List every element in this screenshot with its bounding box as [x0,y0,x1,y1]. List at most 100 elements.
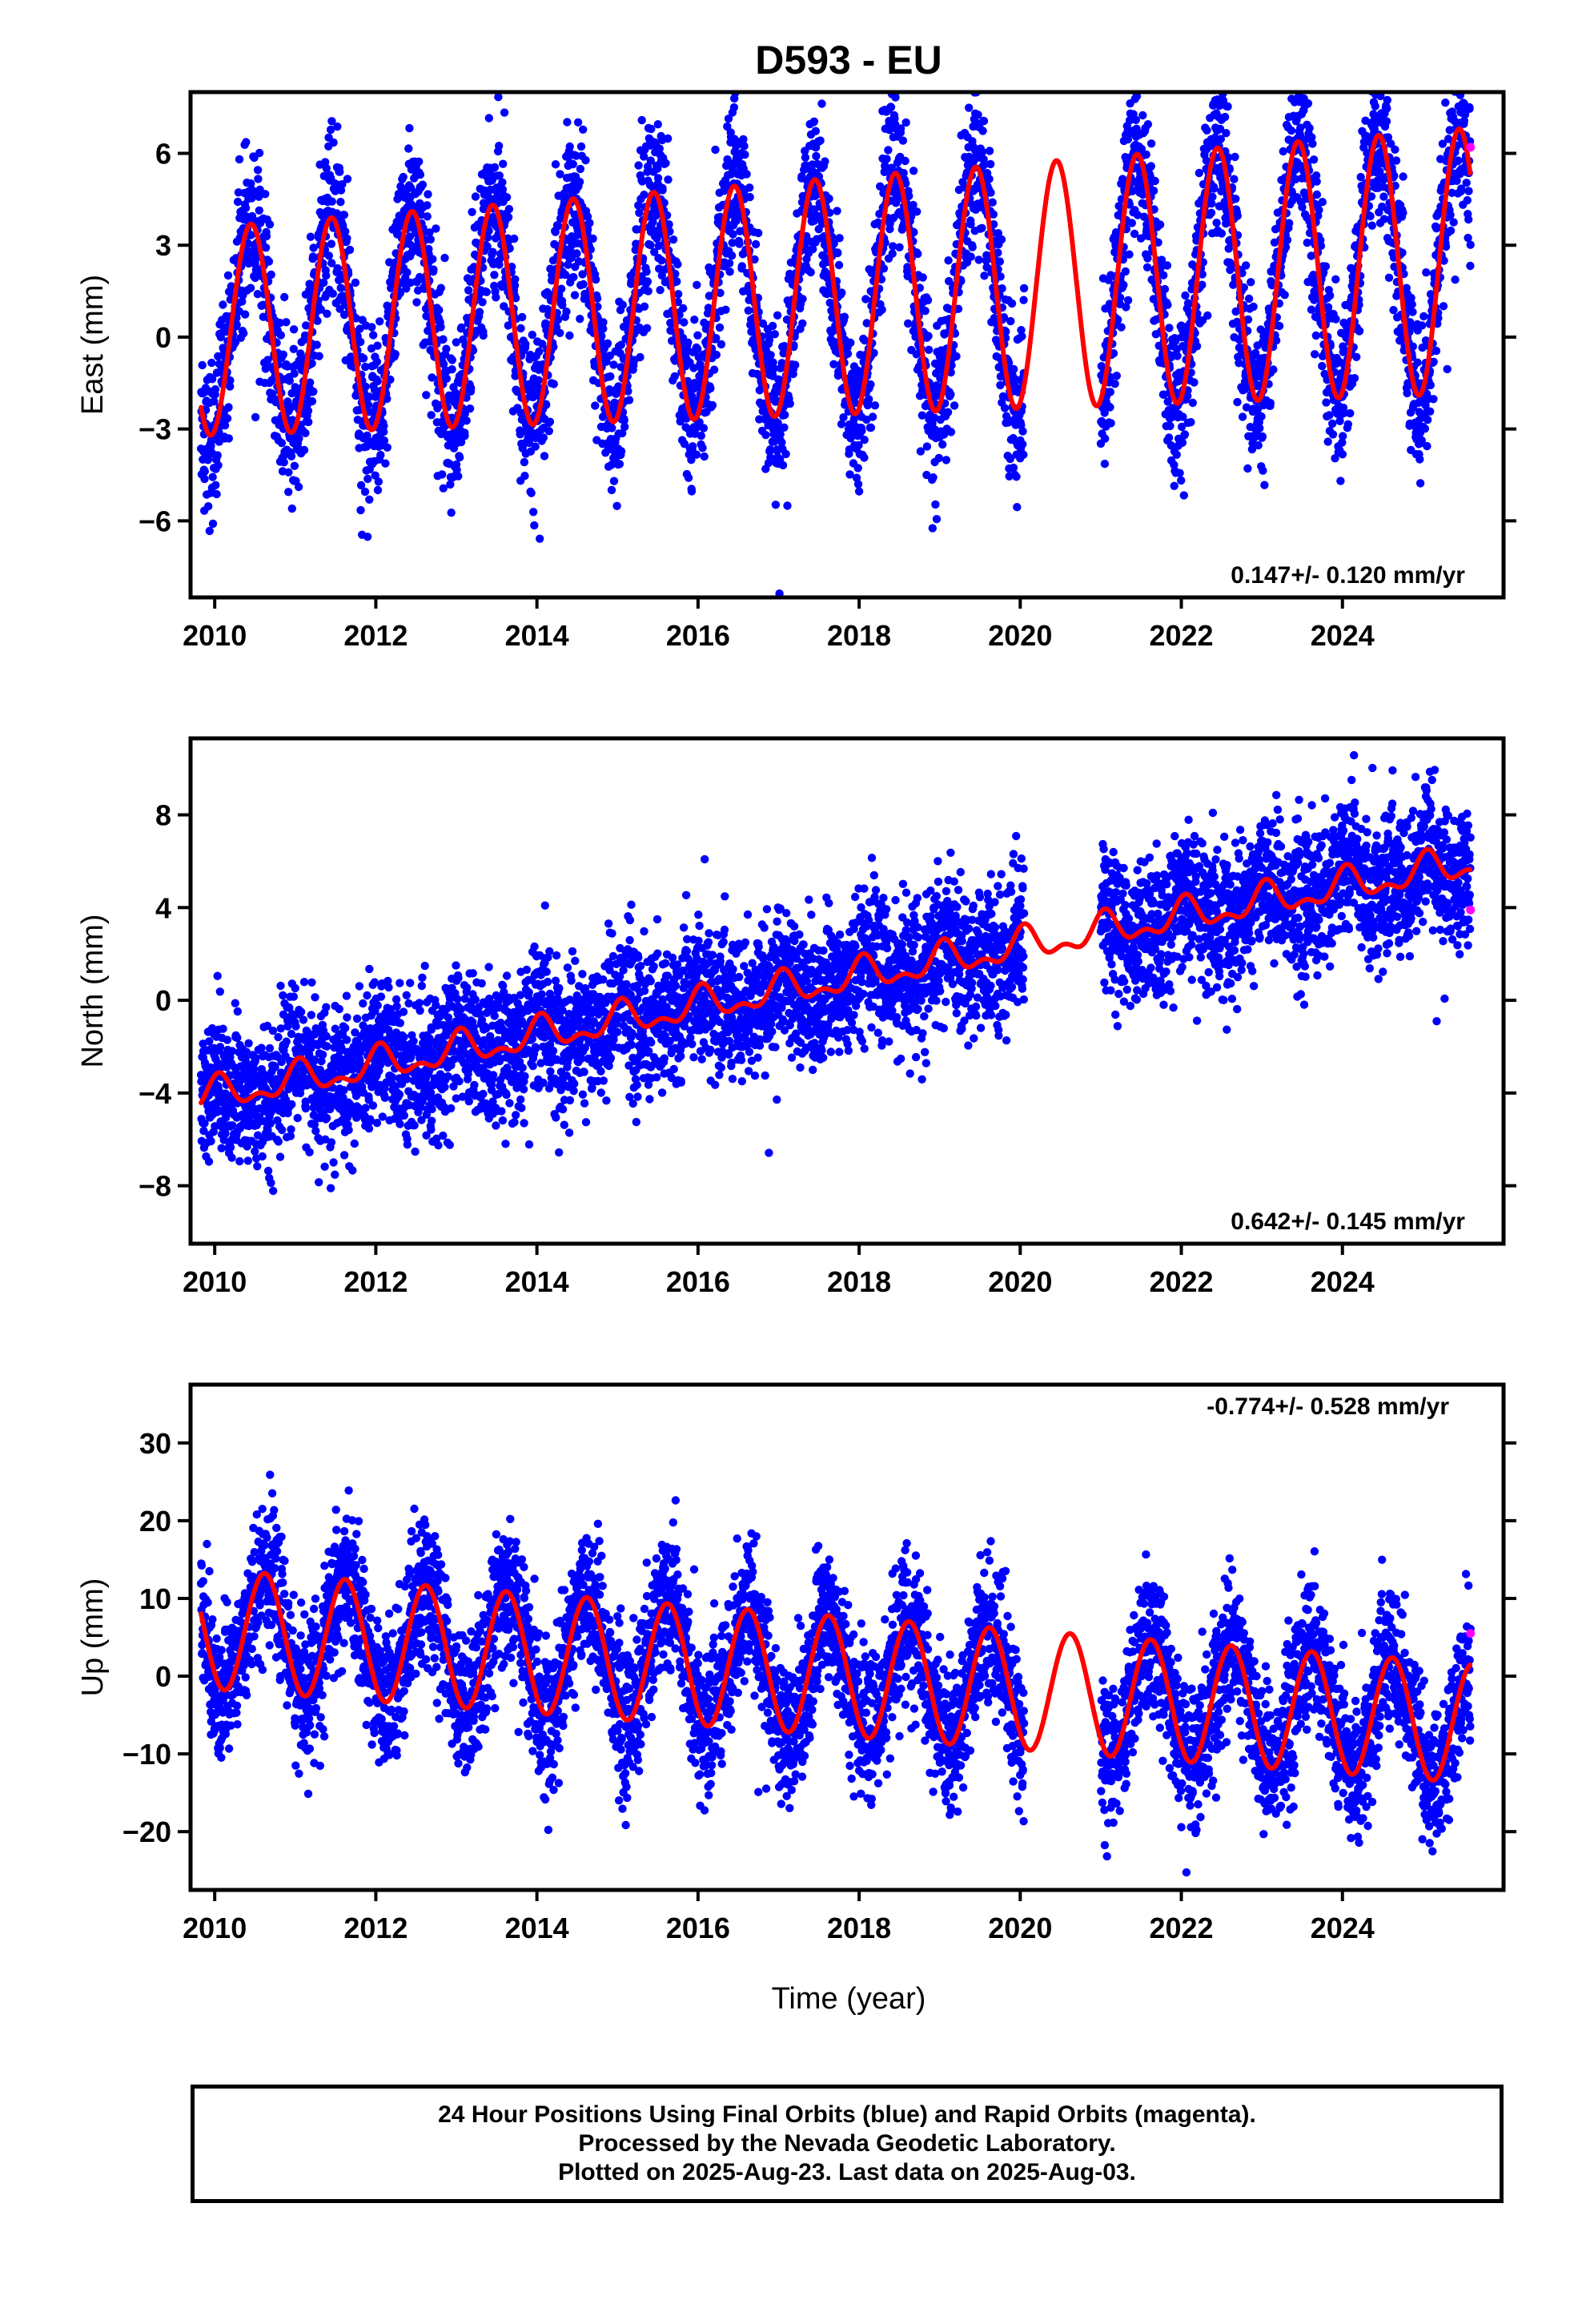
final-orbit-point [1143,120,1153,129]
final-orbit-point [1190,378,1199,387]
final-orbit-point [669,235,678,244]
final-orbit-point [1230,175,1239,183]
final-orbit-point [1209,69,1217,77]
final-orbit-point [556,170,564,179]
final-orbit-point [355,324,364,333]
final-orbit-point [1249,302,1258,312]
final-orbit-point [471,192,480,201]
final-orbit-point [1243,315,1253,324]
final-orbit-point [776,430,785,439]
final-orbit-point [684,338,693,347]
final-orbit-point [655,144,664,153]
final-orbit-point [495,142,504,151]
final-orbit-point [608,424,616,432]
final-orbit-point [427,411,436,420]
final-orbit-point [255,148,264,158]
final-orbit-point [765,336,774,344]
final-orbit-point [1207,208,1216,217]
final-orbit-point [717,340,726,349]
final-orbit-point [1179,491,1189,500]
final-orbit-point [798,319,807,328]
final-orbit-point [289,344,298,353]
final-orbit-point [512,388,522,396]
final-orbit-point [809,117,819,126]
final-orbit-point [1305,123,1314,133]
final-orbit-point [415,157,424,166]
final-orbit-point [709,365,719,374]
final-orbit-point [1146,139,1156,148]
final-orbit-point [499,159,508,168]
final-orbit-point [834,367,843,376]
final-orbit-point [308,252,318,261]
final-orbit-point [214,352,223,361]
final-orbit-point [852,473,861,482]
final-orbit-point [510,281,520,290]
final-orbit-point [1280,291,1289,300]
final-orbit-point [801,153,810,162]
final-orbit-point [1172,450,1181,459]
final-orbit-point [351,278,360,287]
final-orbit-point [241,310,250,319]
final-orbit-point [527,489,536,497]
final-orbit-point [289,325,299,334]
final-orbit-point [329,138,338,147]
final-orbit-point [452,338,460,347]
final-orbit-point [1279,147,1288,156]
final-orbit-point [277,439,287,448]
final-orbit-point [233,197,243,207]
final-orbit-point [837,288,846,297]
final-orbit-point [495,171,504,180]
final-orbit-point [1350,374,1359,383]
final-orbit-point [456,452,464,462]
final-orbit-point [502,193,512,202]
final-orbit-point [656,286,665,295]
final-orbit-point [865,395,873,404]
final-orbit-point [285,376,294,385]
final-orbit-point [490,163,500,172]
final-orbit-point [484,233,492,242]
final-orbit-point [901,118,910,127]
final-orbit-point [769,364,778,373]
final-orbit-point [866,423,876,432]
final-orbit-point [1006,316,1015,326]
final-orbit-point [327,239,336,248]
final-orbit-point [725,259,734,267]
final-orbit-point [284,468,293,476]
final-orbit-point [618,300,627,309]
final-orbit-point [554,222,563,231]
final-orbit-point [1285,219,1294,227]
final-orbit-point [255,192,263,201]
final-orbit-point [324,251,333,260]
final-orbit-point [226,382,235,391]
final-orbit-point [403,268,412,277]
final-orbit-point [765,445,775,454]
final-orbit-point [1149,187,1158,195]
final-orbit-point [783,501,792,510]
final-orbit-point [518,312,527,322]
final-orbit-point [1112,372,1122,380]
final-orbit-point [687,487,697,496]
final-orbit-point [253,290,263,299]
final-orbit-point [777,359,786,368]
final-orbit-point [1220,112,1230,122]
final-orbit-point [890,114,899,123]
final-orbit-point [446,480,455,489]
final-orbit-point [1019,296,1028,304]
final-orbit-point [1366,211,1375,221]
final-orbit-point [624,396,634,404]
final-orbit-point [478,298,487,307]
final-orbit-point [1009,463,1018,472]
final-orbit-point [333,122,342,131]
final-orbit-point [239,329,248,338]
final-orbit-point [488,247,497,256]
final-orbit-point [504,213,513,222]
final-orbit-point [540,452,549,460]
final-orbit-point [462,416,471,425]
final-orbit-point [729,230,737,239]
final-orbit-point [241,203,251,212]
final-orbit-point [224,403,233,412]
final-orbit-point [835,234,844,243]
final-orbit-point [338,179,347,189]
final-orbit-point [429,265,438,274]
final-orbit-point [542,400,551,409]
